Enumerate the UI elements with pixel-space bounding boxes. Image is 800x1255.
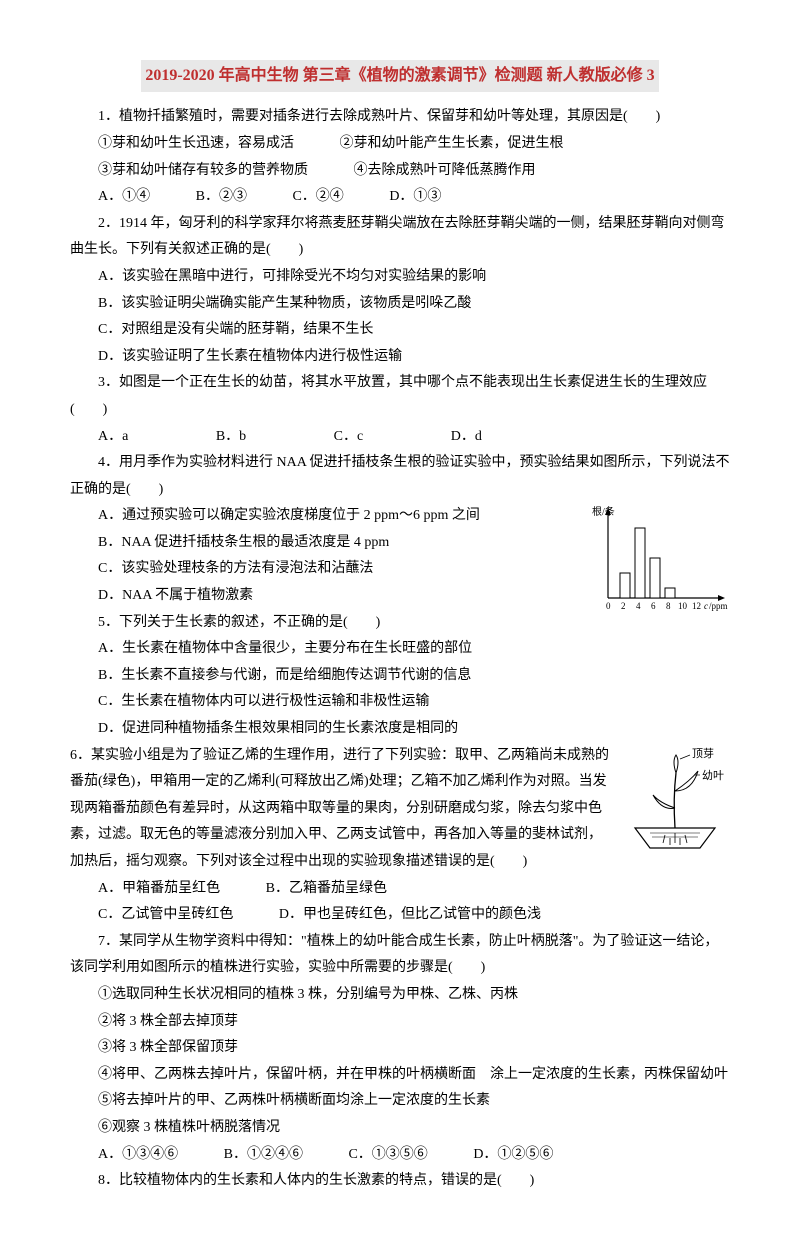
- svg-text:/ppm: /ppm: [709, 601, 728, 611]
- q7-optA: A．①③④⑥: [98, 1147, 178, 1162]
- q1-s4: ④去除成熟叶可降低蒸腾作用: [354, 163, 536, 178]
- svg-text:4: 4: [636, 601, 641, 611]
- svg-text:6: 6: [651, 601, 656, 611]
- plant-label-leaf: 幼叶: [702, 769, 724, 782]
- svg-text:12: 12: [692, 601, 701, 611]
- q7-s4: ④将甲、乙两株去掉叶片，保留叶柄，并在甲株的叶柄横断面 涂上一定浓度的生长素，丙…: [70, 1062, 730, 1089]
- q1-optD: D．①③: [389, 189, 441, 204]
- q7-optB: B．①②④⑥: [224, 1147, 303, 1162]
- q1-options: A．①④ B．②③ C．②④ D．①③: [70, 184, 730, 211]
- q2-optA: A．该实验在黑暗中进行，可排除受光不均匀对实验结果的影响: [70, 264, 730, 291]
- q1-optB: B．②③: [196, 189, 247, 204]
- q6-optC: C．乙试管中呈砖红色: [98, 907, 233, 922]
- page-title: 2019-2020 年高中生物 第三章《植物的激素调节》检测题 新人教版必修 3: [141, 60, 658, 92]
- q7-stem: 7．某同学从生物学资料中得知："植株上的幼叶能合成生长素，防止叶柄脱落"。为了验…: [70, 929, 730, 982]
- q2-optB: B．该实验证明尖端确实能产生某种物质，该物质是吲哚乙酸: [70, 291, 730, 318]
- q8-stem: 8．比较植物体内的生长素和人体内的生长激素的特点，错误的是( ): [70, 1168, 730, 1195]
- q5-optA: A．生长素在植物体中含量很少，主要分布在生长旺盛的部位: [70, 636, 730, 663]
- q7-s2: ②将 3 株全部去掉顶芽: [70, 1009, 730, 1036]
- q3-stem: 3．如图是一个正在生长的幼苗，将其水平放置，其中哪个点不能表现出生长素促进生长的…: [70, 370, 730, 423]
- q1-sub2: ③芽和幼叶储存有较多的营养物质 ④去除成熟叶可降低蒸腾作用: [70, 158, 730, 185]
- q7-s1: ①选取同种生长状况相同的植株 3 株，分别编号为甲株、乙株、丙株: [70, 982, 730, 1009]
- q3-optB: B．b: [216, 429, 246, 444]
- plant-diagram: 顶芽 幼叶: [620, 743, 730, 874]
- q2-optD: D．该实验证明了生长素在植物体内进行极性运输: [70, 344, 730, 371]
- q6-optD: D．甲也呈砖红色，但比乙试管中的颜色浅: [279, 907, 541, 922]
- bar-chart: 根/条 0 2 4 6 8 10 12 c /ppm: [590, 503, 730, 624]
- svg-text:c: c: [704, 601, 708, 611]
- q1-stem: 1．植物扦插繁殖时，需要对插条进行去除成熟叶片、保留芽和幼叶等处理，其原因是( …: [70, 104, 730, 131]
- q7-s6: ⑥观察 3 株植株叶柄脱落情况: [70, 1115, 730, 1142]
- q5-optD: D．促进同种植物插条生根效果相同的生长素浓度是相同的: [70, 716, 730, 743]
- q2-optC: C．对照组是没有尖端的胚芽鞘，结果不生长: [70, 317, 730, 344]
- q7-options: A．①③④⑥ B．①②④⑥ C．①③⑤⑥ D．①②⑤⑥: [70, 1142, 730, 1169]
- q1-optC: C．②④: [292, 189, 343, 204]
- plant-label-top: 顶芽: [692, 746, 714, 760]
- q6-optsAB: A．甲箱番茄呈红色 B．乙箱番茄呈绿色: [70, 876, 730, 903]
- q6-optA: A．甲箱番茄呈红色: [98, 881, 220, 896]
- q7-s3: ③将 3 株全部保留顶芽: [70, 1035, 730, 1062]
- q6-optB: B．乙箱番茄呈绿色: [266, 881, 387, 896]
- q3-options: A．a B．b C．c D．d: [70, 424, 730, 451]
- q1-sub: ①芽和幼叶生长迅速，容易成活 ②芽和幼叶能产生生长素，促进生根: [70, 131, 730, 158]
- q3-optC: C．c: [334, 429, 364, 444]
- q6-optsCD: C．乙试管中呈砖红色 D．甲也呈砖红色，但比乙试管中的颜色浅: [70, 902, 730, 929]
- q1-s3: ③芽和幼叶储存有较多的营养物质: [98, 163, 308, 178]
- chart-ylabel: 根/条: [592, 505, 615, 518]
- q7-optD: D．①②⑤⑥: [473, 1147, 553, 1162]
- svg-text:8: 8: [666, 601, 671, 611]
- svg-text:2: 2: [621, 601, 626, 611]
- q3-optA: A．a: [98, 429, 128, 444]
- q3-optD: D．d: [451, 429, 482, 444]
- q5-optC: C．生长素在植物体内可以进行极性运输和非极性运输: [70, 689, 730, 716]
- q1-s2: ②芽和幼叶能产生生长素，促进生根: [340, 136, 564, 151]
- svg-text:0: 0: [606, 601, 611, 611]
- q7-optC: C．①③⑤⑥: [348, 1147, 427, 1162]
- svg-text:10: 10: [678, 601, 688, 611]
- q1-optA: A．①④: [98, 189, 150, 204]
- q2-stem: 2．1914 年，匈牙利的科学家拜尔将燕麦胚芽鞘尖端放在去除胚芽鞘尖端的一侧，结…: [70, 211, 730, 264]
- q5-optB: B．生长素不直接参与代谢，而是给细胞传达调节代谢的信息: [70, 663, 730, 690]
- q1-s1: ①芽和幼叶生长迅速，容易成活: [98, 136, 294, 151]
- q7-s5: ⑤将去掉叶片的甲、乙两株叶柄横断面均涂上一定浓度的生长素: [70, 1088, 730, 1115]
- q4-stem: 4．用月季作为实验材料进行 NAA 促进扦插枝条生根的验证实验中，预实验结果如图…: [70, 450, 730, 503]
